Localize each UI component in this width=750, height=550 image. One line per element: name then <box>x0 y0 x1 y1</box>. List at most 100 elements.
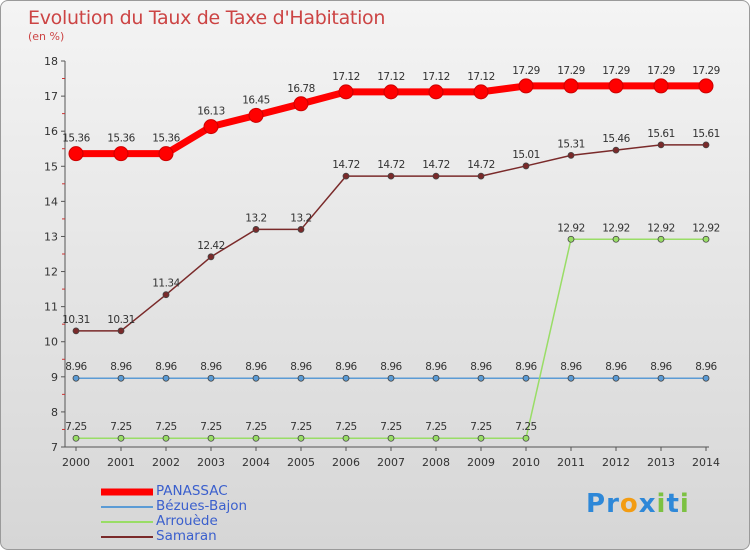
data-point <box>297 374 305 382</box>
legend-item: Arrouède <box>101 513 361 529</box>
data-point <box>698 78 714 94</box>
x-tick-label: 2013 <box>647 456 675 469</box>
legend-swatch <box>101 520 153 523</box>
data-label: 17.29 <box>692 65 720 77</box>
data-label: 11.34 <box>152 278 180 290</box>
y-tick-label: 13 <box>44 230 58 243</box>
data-label: 12.42 <box>197 240 225 252</box>
y-tick-label: 8 <box>51 406 58 419</box>
data-label: 8.96 <box>65 361 87 373</box>
proxiti-logo: Proxiti <box>586 489 690 519</box>
data-point <box>518 78 534 94</box>
data-point <box>72 434 80 442</box>
data-label: 16.45 <box>242 94 270 106</box>
data-point <box>657 374 665 382</box>
data-label: 8.96 <box>695 361 717 373</box>
data-point <box>162 291 170 299</box>
data-point <box>252 226 260 233</box>
data-label: 15.61 <box>647 128 675 140</box>
data-point <box>612 235 620 243</box>
data-label: 17.29 <box>557 65 585 77</box>
y-tick-label: 15 <box>44 160 58 173</box>
legend-label: Bézues-Bajon <box>156 498 248 514</box>
data-point <box>297 434 305 442</box>
data-point <box>702 235 710 243</box>
x-tick-label: 2003 <box>197 456 225 469</box>
data-point <box>477 172 485 180</box>
data-point <box>522 434 530 442</box>
logo-letter: i <box>679 489 690 519</box>
legend-swatch <box>101 535 153 538</box>
data-label: 8.96 <box>560 361 582 373</box>
x-tick-label: 2005 <box>287 456 315 469</box>
data-point <box>432 172 440 180</box>
data-point <box>428 84 444 100</box>
data-point <box>342 374 350 382</box>
y-tick-label: 7 <box>51 441 58 454</box>
data-label: 8.96 <box>110 361 132 373</box>
legend-label: PANASSAC <box>156 483 228 499</box>
data-point <box>612 374 620 382</box>
data-label: 8.96 <box>245 361 267 373</box>
x-tick-label: 2001 <box>107 456 135 469</box>
data-label: 12.92 <box>692 222 720 234</box>
data-point <box>477 434 485 442</box>
data-point <box>207 253 215 261</box>
x-tick-label: 2004 <box>242 456 270 469</box>
data-label: 14.72 <box>332 159 360 171</box>
data-label: 7.25 <box>425 421 446 433</box>
data-label: 15.46 <box>602 133 630 145</box>
data-point <box>657 235 665 243</box>
logo-letter: r <box>606 489 620 519</box>
data-label: 7.25 <box>290 421 311 433</box>
chart-title: Evolution du Taux de Taxe d'Habitation <box>28 7 386 29</box>
data-label: 14.72 <box>467 159 495 171</box>
legend-label: Arrouède <box>156 513 218 529</box>
legend-label: Samaran <box>156 528 217 544</box>
data-point <box>293 96 309 112</box>
data-point <box>252 434 260 442</box>
x-tick-label: 2006 <box>332 456 360 469</box>
data-label: 12.92 <box>557 222 585 234</box>
data-label: 10.31 <box>62 314 90 326</box>
x-tick-label: 2009 <box>467 456 495 469</box>
data-point <box>117 434 125 442</box>
data-label: 17.29 <box>647 65 675 77</box>
data-point <box>387 434 395 442</box>
x-tick-label: 2002 <box>152 456 180 469</box>
legend-item: Bézues-Bajon <box>101 498 361 514</box>
x-tick-label: 2010 <box>512 456 540 469</box>
legend: PANASSAC Bézues-Bajon Arrouède Samaran <box>101 483 361 544</box>
data-label: 8.96 <box>605 361 627 373</box>
data-point <box>612 146 620 154</box>
data-label: 12.92 <box>602 222 630 234</box>
data-label: 15.01 <box>512 149 540 161</box>
data-point <box>477 374 485 382</box>
data-point <box>567 235 575 243</box>
data-label: 7.25 <box>155 421 176 433</box>
data-label: 7.25 <box>200 421 221 433</box>
data-point <box>608 78 624 94</box>
data-label: 15.36 <box>62 133 90 145</box>
x-tick-label: 2011 <box>557 456 585 469</box>
data-label: 15.36 <box>152 133 180 145</box>
data-label: 16.78 <box>287 83 315 95</box>
data-point <box>162 374 170 382</box>
series-line-2 <box>76 238 706 439</box>
chart-subtitle: (en %) <box>28 30 65 43</box>
data-point <box>342 172 350 180</box>
data-label: 7.25 <box>245 421 266 433</box>
data-label: 16.13 <box>197 106 225 118</box>
logo-letter: x <box>638 489 657 519</box>
data-label: 7.25 <box>470 421 491 433</box>
y-tick-label: 18 <box>44 55 58 68</box>
data-label: 8.96 <box>650 361 672 373</box>
data-label: 8.96 <box>155 361 177 373</box>
data-label: 7.25 <box>335 421 356 433</box>
data-point <box>657 141 665 149</box>
data-point <box>473 84 489 100</box>
x-tick-label: 2000 <box>62 456 90 469</box>
legend-swatch <box>101 505 153 508</box>
data-label: 15.31 <box>557 138 585 150</box>
